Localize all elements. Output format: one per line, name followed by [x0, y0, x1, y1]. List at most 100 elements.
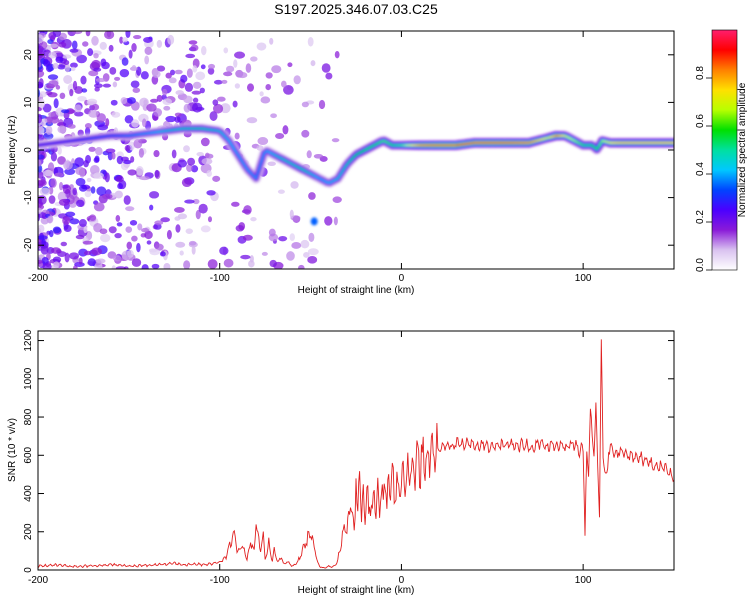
noise-blob	[153, 149, 160, 158]
noise-blob	[269, 259, 277, 268]
noise-blob	[174, 216, 181, 221]
noise-blob	[84, 122, 92, 129]
noise-blob	[69, 88, 74, 97]
noise-blob	[52, 31, 61, 38]
noise-blob	[313, 153, 324, 159]
noise-blob	[95, 146, 103, 156]
noise-blob	[192, 198, 200, 205]
noise-blob	[300, 239, 310, 249]
noise-blob	[104, 31, 115, 40]
noise-blob	[55, 85, 61, 90]
noise-blob	[141, 118, 147, 128]
noise-blob	[298, 264, 305, 269]
noise-blob	[58, 32, 68, 41]
noise-blob	[231, 201, 240, 207]
y-tick-label: 600	[23, 447, 34, 464]
noise-blob	[87, 258, 96, 267]
y-tick-label: 400	[23, 485, 34, 502]
noise-blob	[94, 86, 100, 92]
figure-title: S197.2025.346.07.03.C25	[274, 1, 438, 17]
noise-blob	[119, 36, 124, 44]
colorbar-tick-label: 0.0	[695, 258, 706, 272]
noise-blob	[234, 132, 240, 140]
noise-blob	[212, 175, 221, 182]
noise-blob	[256, 42, 267, 51]
noise-blob	[78, 257, 83, 265]
noise-blob	[48, 195, 56, 204]
noise-blob	[175, 90, 184, 96]
noise-blob	[125, 226, 133, 233]
noise-blob	[75, 234, 85, 240]
noise-blob	[146, 103, 157, 112]
noise-blob	[38, 159, 42, 167]
ridge-segment	[337, 173, 342, 180]
noise-blob	[198, 203, 208, 214]
noise-blob	[131, 119, 140, 128]
noise-blob	[76, 54, 87, 64]
noise-blob	[61, 109, 70, 114]
noise-blob	[96, 113, 107, 123]
noise-blob	[159, 251, 166, 257]
noise-blob	[167, 34, 175, 45]
noise-blob	[76, 199, 85, 208]
y-tick-label: 0	[23, 147, 34, 153]
noise-blob	[207, 63, 216, 70]
noise-blob	[150, 98, 159, 103]
noise-blob	[48, 80, 59, 87]
noise-blob	[130, 80, 140, 88]
noise-blob	[301, 129, 310, 138]
noise-blob	[101, 193, 113, 200]
noise-blob	[144, 46, 153, 55]
noise-blob	[57, 146, 62, 155]
noise-blob	[163, 105, 171, 111]
noise-blob	[154, 169, 160, 178]
noise-blob	[42, 262, 52, 269]
noise-blob	[291, 241, 302, 249]
noise-blob	[240, 254, 251, 260]
noise-blob	[324, 216, 333, 226]
noise-blob	[184, 82, 194, 92]
noise-blob	[206, 170, 212, 177]
noise-blob	[287, 62, 293, 68]
noise-blob	[63, 60, 70, 66]
noise-blob	[97, 124, 109, 131]
y-tick-label: 800	[23, 408, 34, 425]
noise-blob	[77, 95, 87, 102]
noise-blob	[109, 66, 117, 75]
noise-blob	[136, 242, 141, 253]
noise-blob	[49, 116, 60, 124]
y-tick-label: 10	[23, 96, 34, 108]
noise-blob	[149, 249, 160, 256]
noise-blob	[42, 103, 52, 113]
noise-blob	[72, 187, 77, 196]
noise-blob	[149, 204, 154, 211]
noise-blob	[165, 72, 172, 79]
noise-blob	[141, 264, 149, 269]
noise-blob	[90, 50, 102, 56]
noise-blob	[281, 80, 287, 88]
noise-blob	[318, 99, 326, 110]
ridge-segment	[238, 156, 244, 163]
noise-blob	[95, 77, 106, 83]
noise-blob	[115, 266, 127, 269]
noise-blob	[83, 250, 92, 256]
noise-blob	[115, 175, 124, 183]
x-tick-label: -100	[210, 273, 230, 284]
y-tick-label: 0	[23, 567, 34, 573]
noise-blob	[117, 182, 123, 190]
noise-blob	[67, 124, 76, 129]
noise-blob	[49, 43, 59, 48]
noise-blob	[121, 250, 132, 261]
noise-blob	[192, 97, 199, 103]
noise-blob	[75, 166, 86, 176]
noise-blob	[43, 132, 54, 140]
noise-blob	[38, 91, 47, 98]
noise-blob	[282, 125, 289, 135]
noise-blob	[183, 103, 191, 113]
noise-blob	[171, 149, 177, 159]
noise-blob	[38, 207, 42, 214]
noise-blob	[38, 106, 42, 112]
noise-blob	[123, 195, 131, 205]
noise-blob	[94, 83, 103, 89]
